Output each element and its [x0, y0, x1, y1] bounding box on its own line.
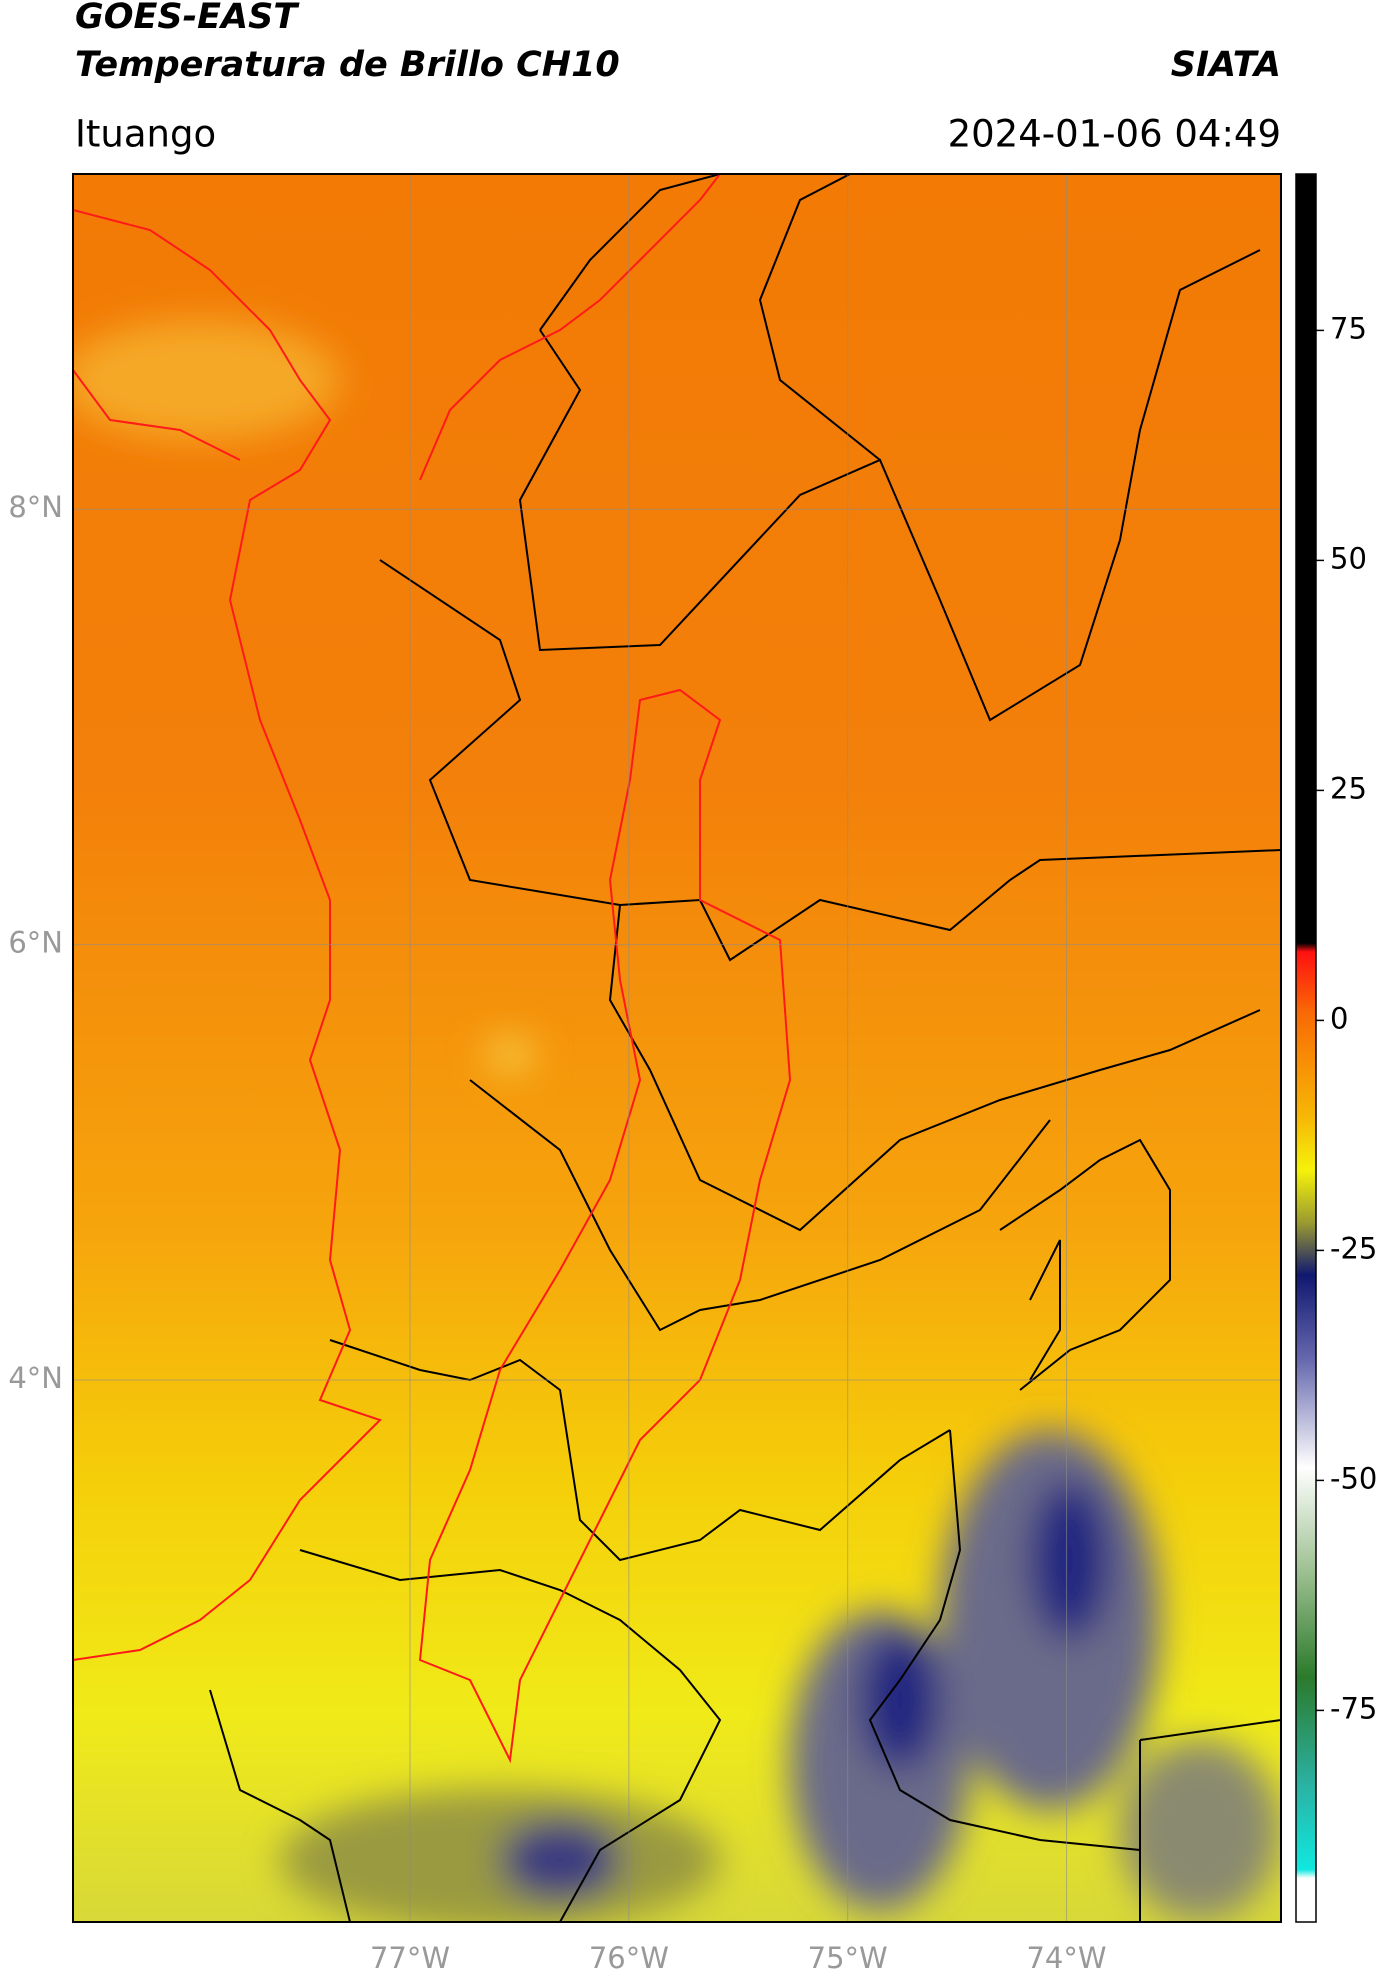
map-image [73, 174, 1281, 1922]
x-tick-label: 77°W [370, 1941, 450, 1975]
x-tick-label: 74°W [1026, 1941, 1106, 1975]
colorbar-tick-label: 50 [1330, 541, 1367, 575]
colorbar-ticks: 75 50 25 0 -25 -50 -75 [1316, 311, 1377, 1725]
colorbar-tick-label: -50 [1330, 1461, 1377, 1495]
graticule: 77°W 76°W 75°W 74°W 8°N 6°N 4°N [8, 174, 1281, 1975]
y-tick-label: 4°N [8, 1361, 63, 1395]
map-frame [72, 173, 1282, 1923]
subtitle: Temperatura de Brillo CH10 [75, 45, 620, 85]
datetime: 2024-01-06 04:49 [948, 113, 1281, 156]
colorbar-tick-label: 75 [1330, 311, 1367, 345]
colorbar-tick-label: 0 [1330, 1001, 1348, 1035]
x-tick-label: 76°W [589, 1941, 669, 1975]
colorbar-tick-label: -75 [1330, 1691, 1377, 1725]
title: GOES-EAST [75, 0, 300, 37]
x-tick-label: 75°W [808, 1941, 888, 1975]
location: Ituango [75, 113, 216, 156]
cloud-field [73, 320, 1280, 1922]
colorbar-tick-label: -25 [1330, 1231, 1377, 1265]
y-tick-label: 8°N [8, 490, 63, 524]
y-tick-label: 6°N [8, 926, 63, 960]
colorbar [1295, 173, 1317, 1923]
source: SIATA [1171, 45, 1281, 85]
coastline-and-basin [73, 174, 792, 1764]
colorbar-tick-label: 25 [1330, 771, 1367, 805]
